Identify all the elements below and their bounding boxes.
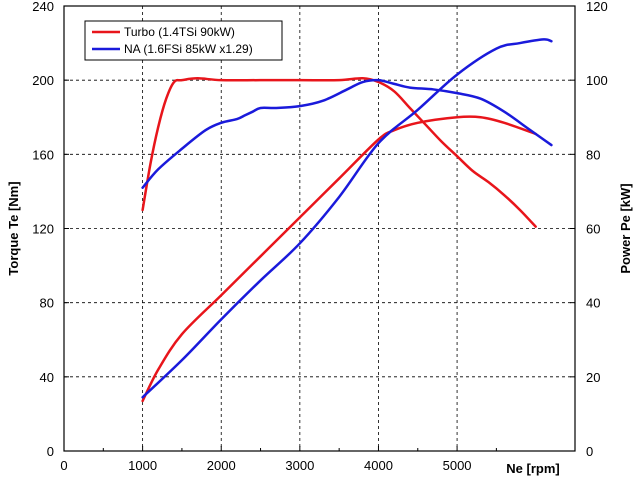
y-right-tick-label: 100 [586, 73, 608, 88]
y-right-tick-label: 40 [586, 296, 600, 311]
series-line-na-power [141, 38, 553, 399]
y-left-tick-label: 120 [32, 222, 54, 237]
y-left-tick-label: 160 [32, 147, 54, 162]
y-right-tick-label: 80 [586, 147, 600, 162]
ticks: 0 1000 2000 3000 4000 5000 0 40 80 120 160 200 240 0 2… [32, 0, 607, 473]
y-right-tick-label: 120 [586, 0, 608, 14]
y-left-tick-label: 200 [32, 73, 54, 88]
y-axis-right-label: Power Pe [kW] [618, 183, 633, 273]
legend-entry-turbo: Turbo (1.4TSi 90kW) [124, 25, 235, 39]
x-tick-label: 3000 [285, 458, 314, 473]
x-tick-label: 4000 [364, 458, 393, 473]
series-line-turbo-torque [141, 77, 537, 228]
legend-box [84, 20, 283, 61]
series-layer [141, 38, 553, 403]
y-right-tick-label: 0 [586, 444, 593, 459]
series-line-turbo-power [141, 115, 537, 403]
legend-entry-na: NA (1.6FSi 85kW x1.29) [124, 42, 253, 56]
legend: Turbo (1.4TSi 90kW) NA (1.6FSi 85kW x1.2… [84, 20, 283, 61]
x-tick-label: 2000 [207, 458, 236, 473]
y-right-tick-label: 60 [586, 222, 600, 237]
y-right-tick-label: 20 [586, 370, 600, 385]
x-tick-label: 5000 [443, 458, 472, 473]
x-tick-label: 1000 [128, 458, 157, 473]
y-axis-left-label: Torque Te [Nm] [6, 181, 21, 275]
y-left-tick-label: 240 [32, 0, 54, 14]
y-left-tick-label: 0 [47, 444, 54, 459]
x-tick-label: 0 [60, 458, 67, 473]
y-left-tick-label: 40 [40, 370, 54, 385]
y-left-tick-label: 80 [40, 296, 54, 311]
x-axis-label: Ne [rpm] [506, 461, 559, 476]
series-line-na-torque [141, 78, 553, 189]
